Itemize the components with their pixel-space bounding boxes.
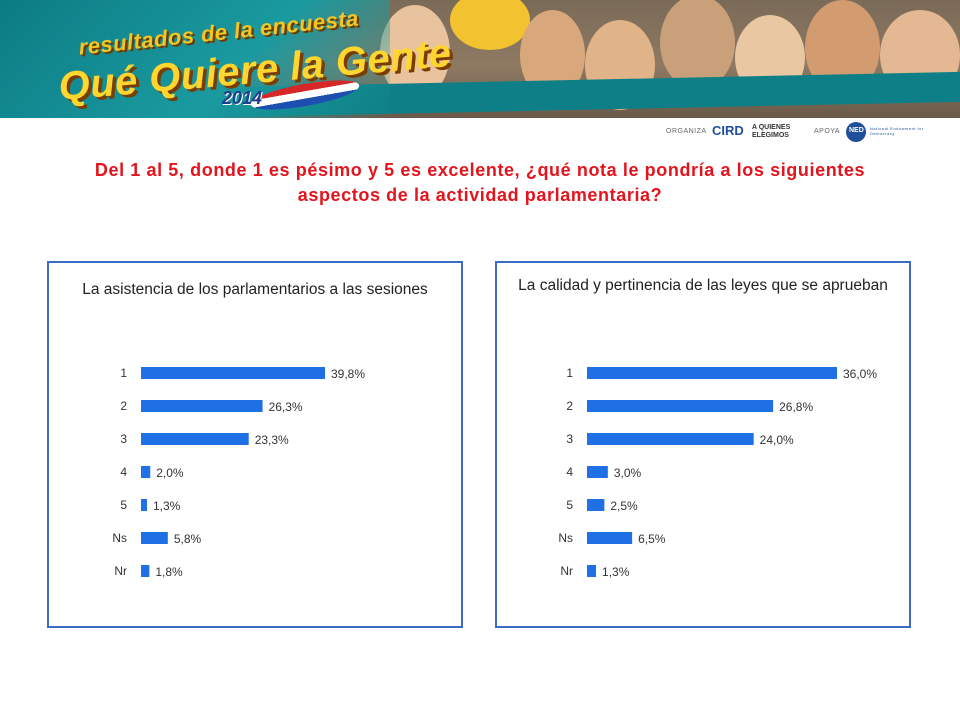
bar-3 [587,433,754,445]
ned-name: National Endowment for Democracy [870,126,924,136]
category-label: Ns [558,531,573,545]
data-label: 1,3% [602,565,630,579]
data-label: 5,8% [174,532,202,546]
data-label: 26,8% [779,400,813,414]
data-label: 24,0% [760,433,794,447]
bar-chart-calidad: 1 36,0% 2 26,8% 3 24,0% 4 3,0% 5 2,5% Ns 6,5% Nr 1,3% [558,366,877,579]
category-label: 5 [566,498,573,512]
category-label: 2 [120,399,127,413]
category-label: 4 [120,465,127,479]
chart-panel-asistencia: La asistencia de los parlamentarios a la… [47,261,463,628]
bar-1 [587,367,837,379]
data-label: 2,5% [610,499,638,513]
data-label: 6,5% [638,532,666,546]
bar-Ns [587,532,633,544]
bar-Nr [141,565,150,577]
chart-panel-calidad: La calidad y pertinencia de las leyes qu… [495,261,911,628]
bar-chart-asistencia: 1 39,8% 2 26,3% 3 23,3% 4 2,0% 5 1,3% Ns 5,8% Nr 1,8% [112,366,365,579]
ned-icon [846,122,866,142]
data-label: 23,3% [255,433,289,447]
bar-Ns [141,532,168,544]
category-label: 2 [566,399,573,413]
chart-title: La asistencia de los parlamentarios a la… [82,281,428,298]
organiza-label: ORGANIZA [666,128,707,135]
question-text: Del 1 al 5, donde 1 es pésimo y 5 es exc… [94,160,866,205]
cird-logo: CIRD [712,123,744,138]
bar-2 [141,400,263,412]
bar-1 [141,367,325,379]
bar-5 [141,499,148,511]
category-label: 3 [120,432,127,446]
data-label: 39,8% [331,367,365,381]
data-label: 3,0% [614,466,642,480]
category-label: 5 [120,498,127,512]
bar-Nr [587,565,597,577]
bar-5 [587,499,605,511]
bar-2 [587,400,774,412]
sponsors-row: ORGANIZA CIRD A QUIENES ELEGIMOS APOYA N… [600,120,960,144]
category-label: 4 [566,465,573,479]
category-label: 1 [566,366,573,380]
data-label: 26,3% [269,400,303,414]
data-label: 36,0% [843,367,877,381]
category-label: Nr [560,564,573,578]
category-label: Nr [114,564,127,578]
banner-year: 2014 [222,88,263,108]
bar-4 [587,466,608,478]
category-label: 1 [120,366,127,380]
data-label: 2,0% [156,466,184,480]
category-label: Ns [112,531,127,545]
chart-title: La calidad y pertinencia de las leyes qu… [518,277,888,294]
header-banner: resultados de la encuesta Qué Quiere la … [0,0,960,118]
bar-4 [141,466,151,478]
data-label: 1,8% [155,565,183,579]
data-label: 1,3% [153,499,181,513]
category-label: 3 [566,432,573,446]
bar-3 [141,433,249,445]
aquieneselegimos-logo: A QUIENES ELEGIMOS [752,124,791,139]
ned-logo: NED [849,127,864,134]
apoya-label: APOYA [814,128,841,135]
